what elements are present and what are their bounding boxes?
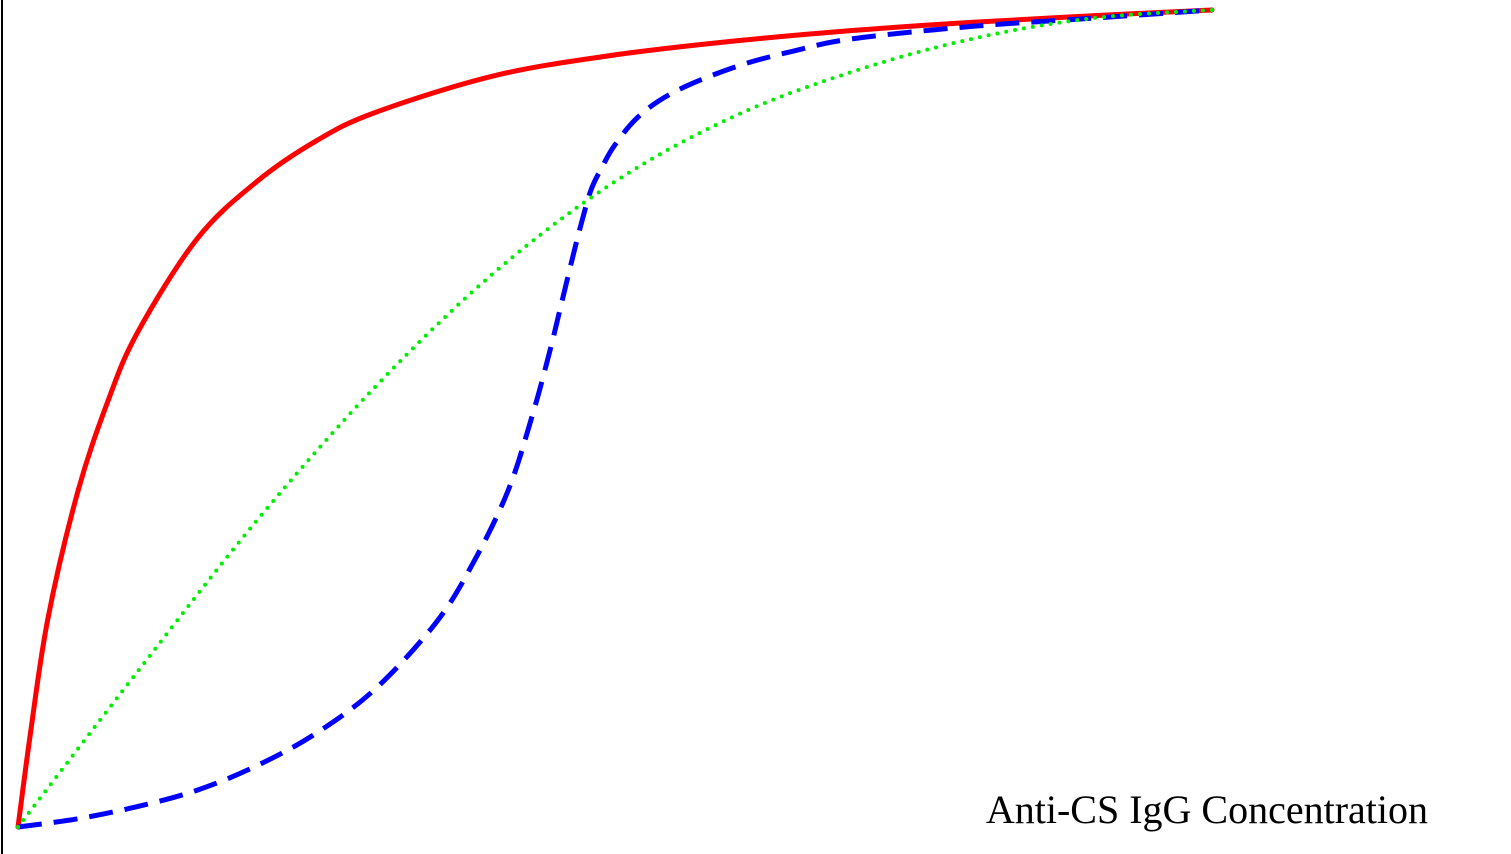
series-line-3-dotted [16, 8, 1214, 829]
x-axis-label: Anti-CS IgG Concentration [986, 787, 1428, 832]
series-line-2-dashed [17, 7, 1213, 830]
series-line-1-solid [15, 7, 1215, 830]
series-layer [15, 7, 1215, 830]
